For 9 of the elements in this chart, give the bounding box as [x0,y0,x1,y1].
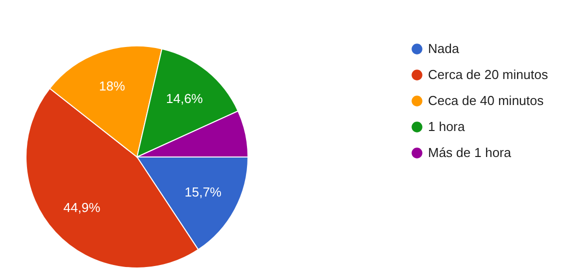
data-label: 14,6% [166,90,204,106]
legend-label: Cerca de 20 minutos [428,67,548,82]
legend-label: Ceca de 40 minutos [428,93,544,108]
legend-label: Nada [428,41,460,56]
data-label: 18% [99,78,126,94]
legend-label: 1 hora [428,119,466,134]
legend-label: Más de 1 hora [428,145,512,160]
data-label: 15,7% [184,184,222,200]
data-label: 44,9% [63,200,101,215]
